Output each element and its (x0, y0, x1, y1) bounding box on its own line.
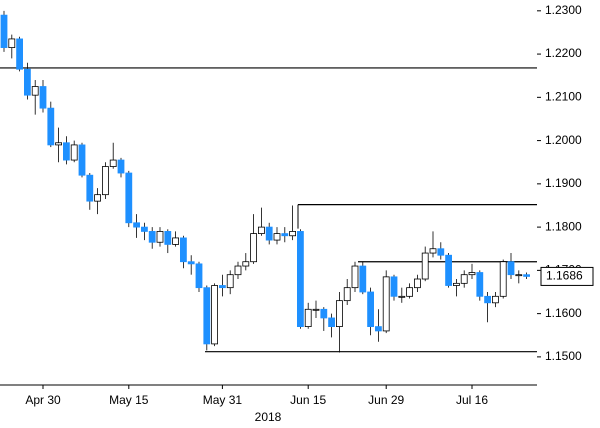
y-tick-label: 1.2100 (545, 90, 582, 104)
candle-body (429, 248, 437, 254)
price-tag-label: 1.1686 (546, 269, 583, 283)
candle-body (257, 226, 265, 234)
candle-body (94, 194, 101, 202)
x-axis-label: 2018 (255, 410, 282, 424)
candle-body (47, 107, 55, 146)
candle-body (195, 263, 203, 289)
x-tick-label: May 15 (109, 393, 149, 407)
candle-body (320, 308, 328, 319)
candle-body (39, 86, 47, 109)
x-tick-label: Apr 30 (25, 393, 61, 407)
candle-body (148, 231, 156, 243)
candle-body (335, 300, 343, 328)
candle-body (523, 274, 530, 277)
candle-body (296, 231, 304, 328)
y-tick-label: 1.1800 (545, 219, 582, 233)
candle-body (351, 265, 359, 289)
candle-body (312, 308, 320, 311)
candle-body (421, 252, 429, 280)
candle-body (140, 226, 148, 232)
candle-body (133, 222, 141, 228)
candle-body (460, 274, 468, 284)
y-tick-label: 1.2000 (545, 133, 582, 147)
candle-body (226, 274, 234, 289)
candle-body (125, 172, 133, 224)
candle-body (55, 142, 62, 146)
candle-body (86, 174, 94, 202)
candle-body (398, 295, 406, 298)
candle-body (445, 254, 453, 286)
y-tick-label: 1.1500 (545, 349, 582, 363)
y-tick-label: 1.2300 (545, 3, 582, 17)
candle-body (242, 261, 250, 267)
candle-body (156, 231, 164, 243)
candle-body (172, 237, 180, 245)
candle-body (179, 237, 187, 263)
y-tick-label: 1.2200 (545, 46, 582, 60)
candle-body (250, 233, 258, 263)
candle-body (468, 272, 476, 276)
candle-body (491, 295, 499, 304)
candle-body (70, 144, 78, 161)
candle-body (382, 276, 390, 332)
candle-body (265, 226, 273, 241)
candle-body (0, 14, 8, 48)
candle-body (484, 295, 492, 304)
candle-body (374, 326, 382, 332)
candle-body (413, 278, 421, 289)
candle-body (390, 276, 398, 297)
candle-body (507, 261, 515, 276)
candle-body (343, 287, 351, 302)
candle-body (281, 233, 289, 237)
y-tick-label: 1.1900 (545, 176, 582, 190)
candle-body (16, 38, 24, 70)
price-tag (540, 266, 594, 286)
candle-body (289, 231, 297, 237)
candle-body (437, 248, 445, 256)
candle-body (211, 285, 219, 345)
y-tick-label: 1.1600 (545, 306, 582, 320)
candle-body (8, 38, 16, 48)
candle-body (187, 261, 195, 265)
x-tick-label: Jul 16 (456, 393, 488, 407)
candle-body (78, 144, 86, 176)
candle-body (203, 287, 211, 345)
candle-body (515, 274, 523, 277)
candle-body (109, 159, 117, 167)
candle-body (234, 265, 242, 276)
x-tick-label: Jun 29 (368, 393, 404, 407)
x-tick-label: Jun 15 (290, 393, 326, 407)
candle-body (102, 166, 109, 196)
candle-body (31, 86, 39, 96)
candle-body (328, 317, 336, 328)
candle-body (23, 68, 31, 96)
candle-body (367, 291, 375, 328)
candle-body (406, 287, 414, 297)
x-tick-label: May 31 (203, 393, 243, 407)
candle-body (63, 142, 70, 161)
candle-body (304, 308, 312, 328)
candle-body (452, 282, 460, 286)
candle-body (359, 265, 367, 293)
candle-body (476, 272, 484, 297)
candle-body (164, 231, 172, 245)
candle-body (273, 233, 281, 241)
candle-body (499, 261, 507, 297)
candle-body (117, 159, 125, 174)
candle-body (218, 285, 226, 289)
